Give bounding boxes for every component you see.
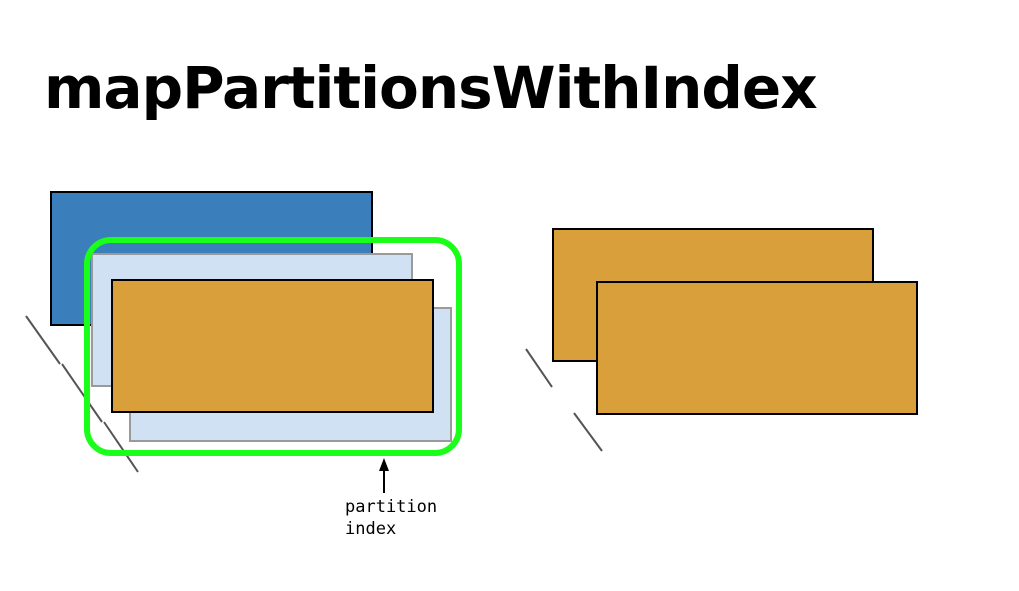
ellipsis-slash <box>25 315 61 365</box>
partition-orange-highlighted <box>111 279 434 413</box>
output-rdd <box>525 228 918 452</box>
output-partition <box>596 281 918 415</box>
partition-index-label-line1: partition <box>345 497 438 517</box>
input-rdd <box>25 191 462 473</box>
ellipsis-slash <box>103 421 139 473</box>
partition-index-label-line2: index <box>345 519 397 539</box>
partition-index-arrow <box>379 458 389 493</box>
page-title: mapPartitionsWithIndex <box>44 54 818 122</box>
highlight-box <box>84 237 462 456</box>
arrow-head <box>379 458 389 471</box>
ellipsis-slash <box>525 348 553 388</box>
ellipsis-slash <box>61 363 103 423</box>
partition-index-label: partition index <box>345 496 437 540</box>
ellipsis-slash <box>573 412 603 452</box>
